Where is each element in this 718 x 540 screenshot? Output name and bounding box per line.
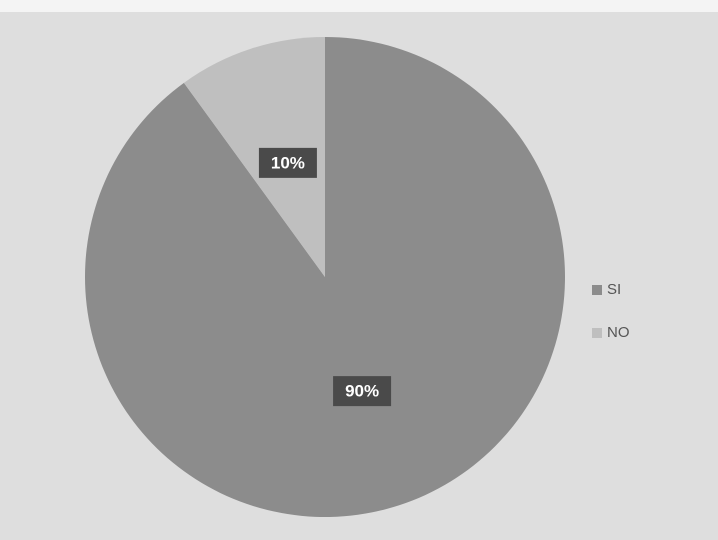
top-edge [0, 0, 718, 12]
data-label: 90% [345, 382, 379, 401]
data-label-box [333, 376, 392, 407]
legend-swatch [592, 328, 602, 338]
data-label: 10% [271, 153, 305, 172]
data-label-box [258, 147, 317, 178]
legend-label: NO [607, 324, 630, 341]
pie-slice [183, 37, 325, 277]
legend-swatch [592, 285, 602, 295]
legend-label: SI [607, 281, 621, 298]
